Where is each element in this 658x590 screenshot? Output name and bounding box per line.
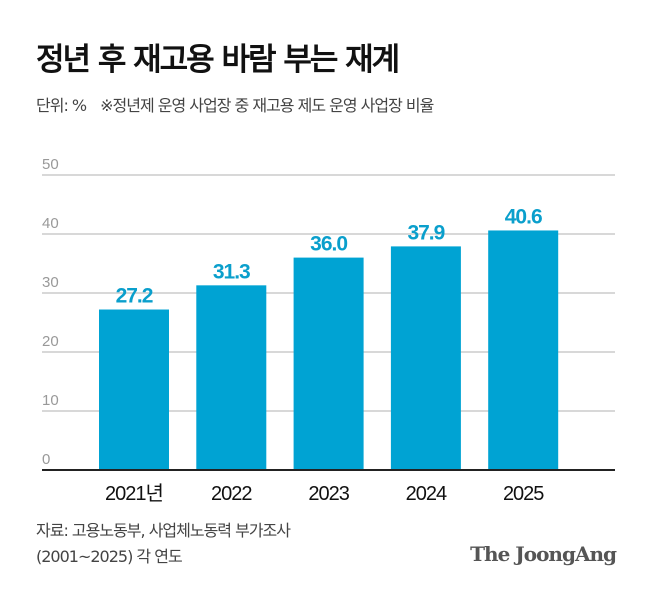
source-line-2: (2001~2025) 각 연도 [36, 547, 183, 566]
bar [293, 257, 364, 470]
data-label: 27.2 [116, 285, 153, 308]
x-tick-label: 2024 [406, 483, 447, 505]
note: ※정년제 운영 사업장 중 재고용 제도 운영 사업장 비율 [100, 96, 434, 115]
x-tick-label: 2025 [503, 483, 544, 505]
data-label: 37.9 [407, 221, 444, 244]
y-tick-label: 30 [42, 274, 59, 291]
unit-label: 단위: % [36, 96, 87, 115]
data-label: 40.6 [505, 205, 542, 228]
y-tick-label: 10 [42, 392, 59, 409]
data-label: 36.0 [310, 233, 347, 256]
source: 자료: 고용노동부, 사업체노동력 부가조사 (2001~2025) 각 연도 [36, 518, 291, 570]
y-tick-label: 40 [42, 215, 59, 232]
x-tick-label: 2021년 [105, 482, 163, 505]
bar [390, 246, 461, 470]
y-tick-label: 0 [42, 451, 50, 468]
y-tick-label: 50 [42, 156, 59, 173]
subtitle: 단위: % ※정년제 운영 사업장 중 재고용 제도 운영 사업장 비율 [36, 92, 434, 116]
x-tick-label: 2022 [211, 483, 252, 505]
x-tick-label: 2023 [308, 483, 349, 505]
logo: The JoongAng [470, 542, 617, 566]
y-tick-label: 20 [42, 333, 59, 350]
chart-title: 정년 후 재고용 바람 부는 재계 [36, 42, 400, 78]
bar [99, 309, 169, 470]
source-line-1: 자료: 고용노동부, 사업체노동력 부가조사 [36, 521, 291, 540]
bar [488, 230, 559, 470]
data-label: 31.3 [213, 260, 250, 283]
bar [196, 285, 267, 470]
